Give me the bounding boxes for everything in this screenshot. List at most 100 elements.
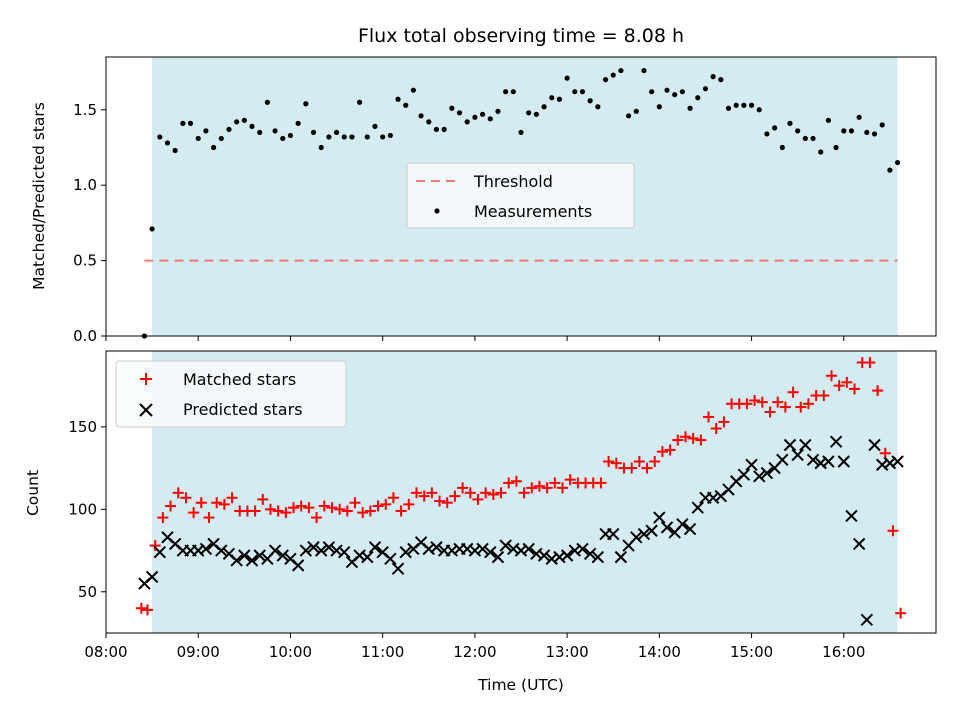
bottom-xlabel: Time (UTC) <box>477 676 564 694</box>
bottom-ylabel: Count <box>24 470 42 516</box>
measurement-point <box>287 132 294 139</box>
matched-point <box>341 505 353 517</box>
predicted-point <box>683 522 697 536</box>
measurement-point <box>818 149 824 155</box>
measurement-point <box>518 129 524 136</box>
measurement-point <box>787 120 793 126</box>
legend-measurements-swatch <box>434 208 440 214</box>
predicted-point <box>322 541 336 554</box>
legend-matched-label: Matched stars <box>183 370 296 389</box>
xtick-label: 09:00 <box>177 643 220 661</box>
xtick-label: 10:00 <box>269 643 312 661</box>
measurement-point <box>772 125 778 131</box>
predicted-point <box>338 545 351 559</box>
measurement-point <box>372 123 378 129</box>
measurement-point <box>656 104 662 110</box>
predicted-point <box>484 545 497 559</box>
measurement-point <box>410 87 417 93</box>
measurement-point <box>241 117 247 123</box>
predicted-point <box>537 549 551 562</box>
predicted-point <box>399 545 412 559</box>
measurement-point <box>894 159 901 166</box>
matched-point <box>849 383 861 395</box>
matched-point <box>679 431 691 443</box>
legend-threshold-label: Threshold <box>473 172 553 191</box>
predicted-point <box>499 539 512 552</box>
matched-point <box>764 406 776 418</box>
matched-point <box>656 446 668 458</box>
matched-point <box>264 503 276 515</box>
predicted-point <box>776 453 789 467</box>
matched-point <box>833 380 845 392</box>
measurement-point <box>472 114 478 120</box>
matched-point <box>272 505 284 517</box>
matched-point <box>487 488 499 500</box>
matched-point <box>226 492 238 504</box>
matched-point <box>357 507 369 519</box>
matched-point <box>664 444 676 456</box>
matched-point <box>695 434 707 446</box>
predicted-point <box>384 552 397 565</box>
matched-point <box>495 487 507 499</box>
measurement-point <box>257 129 263 136</box>
matched-point <box>841 376 853 388</box>
predicted-point <box>637 527 651 541</box>
matched-point <box>311 512 323 524</box>
matched-point <box>257 493 269 505</box>
predicted-point <box>314 544 328 557</box>
measurement-point <box>218 135 224 142</box>
matched-point <box>426 487 438 499</box>
measurement-point <box>303 101 309 107</box>
matched-point <box>203 512 215 524</box>
ytick-label: 1.5 <box>73 101 97 119</box>
predicted-point <box>829 435 843 448</box>
measurement-point <box>249 123 255 129</box>
measurement-point <box>541 104 547 110</box>
matched-point <box>672 434 684 446</box>
measurement-point <box>349 134 355 140</box>
measurement-point <box>764 131 770 137</box>
matched-point <box>165 500 177 512</box>
measurement-point <box>549 95 555 101</box>
matched-point <box>295 500 307 512</box>
matched-point <box>895 607 907 619</box>
predicted-point <box>737 468 751 481</box>
predicted-point <box>753 470 766 483</box>
measurement-point <box>318 144 324 151</box>
matched-point <box>595 477 607 489</box>
measurement-point <box>756 107 762 113</box>
matched-point <box>703 411 715 423</box>
xtick-label: 12:00 <box>453 643 496 661</box>
matched-point <box>472 493 484 505</box>
xtick-label: 14:00 <box>638 643 681 661</box>
predicted-point <box>430 541 443 554</box>
matched-points <box>135 357 907 619</box>
chart-title: Flux total observing time = 8.08 h <box>358 25 684 47</box>
matched-point <box>326 502 338 514</box>
predicted-point <box>368 541 382 554</box>
xtick-label: 15:00 <box>730 643 773 661</box>
matched-point <box>779 401 791 413</box>
measurement-point <box>625 113 632 119</box>
matched-point <box>303 502 315 514</box>
matched-point <box>825 370 837 382</box>
bottom-plot: 50 100 150 08:00 09:00 10:00 11:00 12:00 13:00 1… <box>24 350 937 694</box>
measurement-point <box>841 128 847 134</box>
matched-point <box>887 525 899 537</box>
matched-point <box>603 455 615 467</box>
matched-point <box>503 477 515 489</box>
predicted-point <box>891 455 904 468</box>
matched-point <box>802 398 814 410</box>
matched-point <box>157 512 169 524</box>
ytick-label: 100 <box>68 500 97 518</box>
predicted-point <box>253 549 266 562</box>
matched-point <box>533 480 545 492</box>
predicted-point <box>307 541 320 554</box>
predicted-point <box>153 545 167 559</box>
matched-point <box>372 500 384 512</box>
measurement-point <box>380 134 386 140</box>
measurement-point <box>503 89 509 95</box>
measurement-point <box>364 134 370 140</box>
measurement-point <box>795 128 801 134</box>
